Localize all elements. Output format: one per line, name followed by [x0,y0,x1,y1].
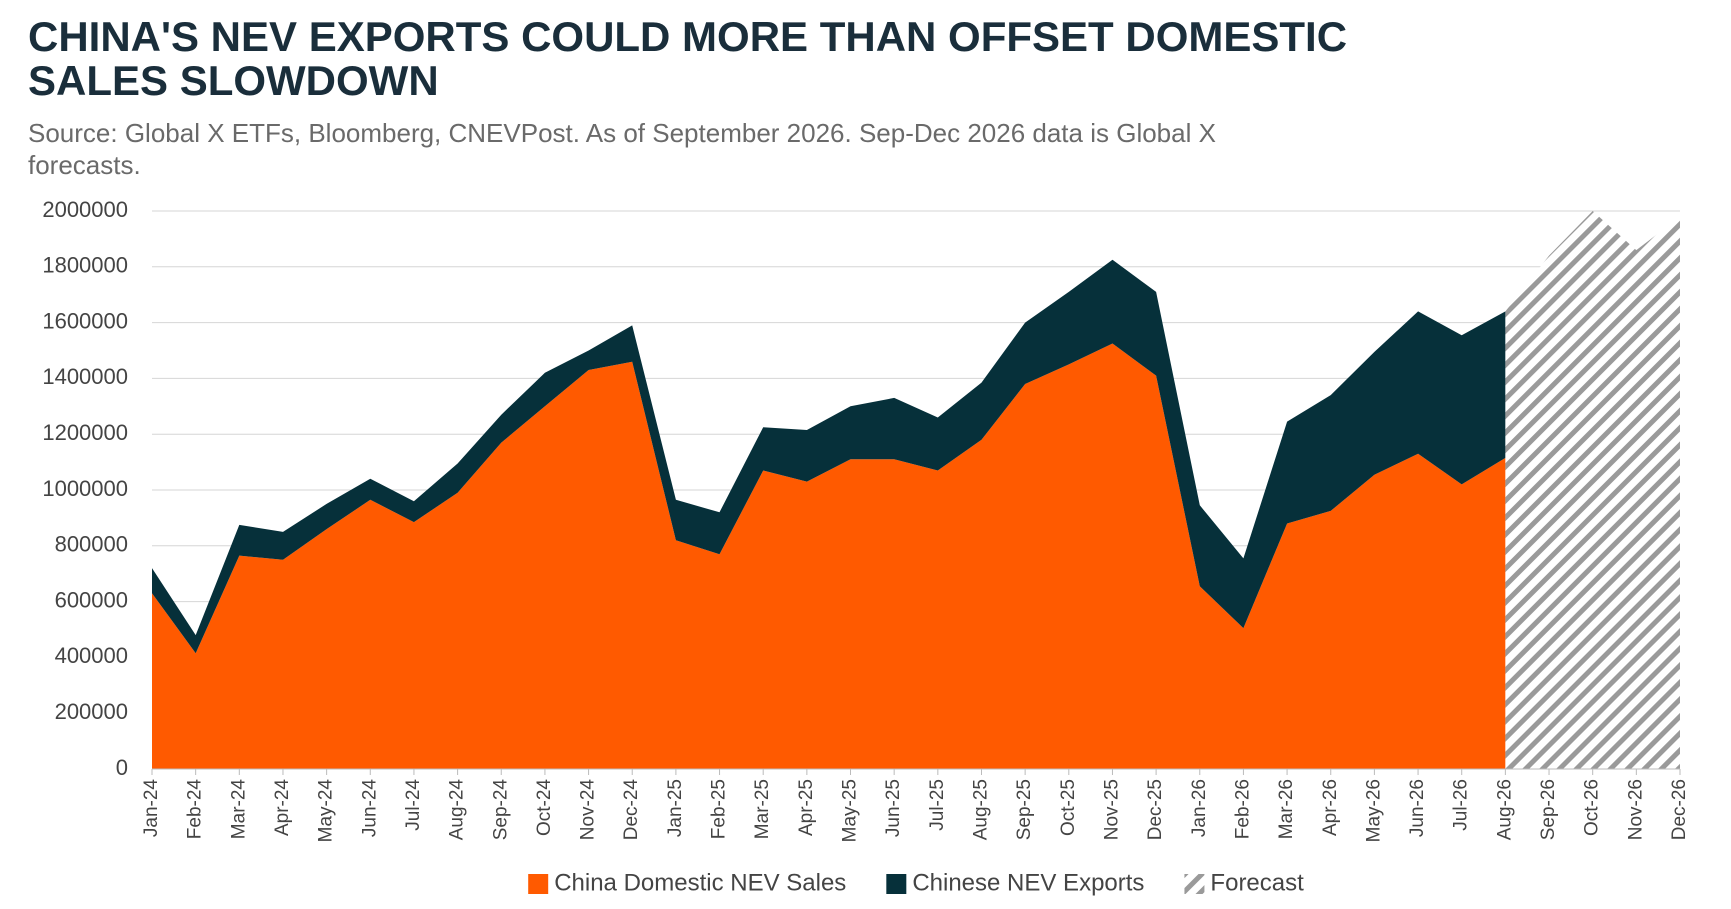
x-tick-label: Mar-25 [752,779,773,839]
x-tick-label: Jan-25 [665,779,686,837]
area [152,259,1506,654]
legend-swatch [1184,874,1205,894]
x-tick-label: Sep-26 [1538,779,1559,840]
x-tick-label: Jul-26 [1451,779,1472,831]
y-tick-label: 2000000 [42,197,128,222]
x-tick-label: Apr-26 [1320,779,1341,836]
y-tick-label: 600000 [55,587,128,612]
x-tick-label: Apr-25 [796,779,817,836]
x-tick-label: Jun-26 [1407,779,1428,837]
chart-subtitle: Source: Global X ETFs, Bloomberg, CNEVPo… [28,118,1216,180]
chart-title: CHINA'S NEV EXPORTS COULD MORE THAN OFFS… [28,13,1347,104]
y-tick-label: 200000 [55,699,128,724]
x-tick-label: Jul-24 [403,779,424,831]
x-tick-label: Nov-25 [1101,779,1122,840]
y-tick-label: 1800000 [42,253,128,278]
x-tick-label: Sep-25 [1014,779,1035,840]
x-tick-label: Feb-24 [185,779,206,840]
y-tick-label: 1600000 [42,308,128,333]
y-tick-label: 1000000 [42,476,128,501]
x-tick-label: Nov-24 [578,779,599,841]
legend-label: Chinese NEV Exports [912,869,1144,896]
legend-swatch [886,874,907,894]
x-tick-label: Nov-26 [1625,779,1646,840]
x-tick-label: Oct-25 [1058,779,1079,836]
y-tick-label: 1400000 [42,364,128,389]
x-tick-label: May-26 [1363,779,1384,842]
y-tick-label: 0 [116,755,128,780]
x-tick-label: Jan-26 [1189,779,1210,837]
y-tick-label: 400000 [55,643,128,668]
x-tick-label: Jul-25 [927,779,948,831]
x-tick-label: Dec-26 [1669,779,1690,840]
legend: China Domestic NEV Sales Chinese NEV Expo… [528,869,1304,896]
legend-swatch [528,874,549,894]
y-tick-label: 800000 [55,532,128,557]
x-tick-label: Dec-25 [1145,779,1166,840]
x-tick-label: Aug-24 [447,779,468,841]
y-tick-label: 1200000 [42,420,128,445]
legend-label: China Domestic NEV Sales [554,869,846,896]
x-tick-label: Oct-26 [1582,779,1603,836]
x-tick-label: Jun-24 [359,779,380,838]
x-tick-label: May-24 [316,779,337,843]
legend-label: Forecast [1210,869,1304,896]
x-tick-label: Oct-24 [534,779,555,836]
x-tick-label: Aug-26 [1494,779,1515,840]
x-tick-label: Aug-25 [971,779,992,840]
x-tick-label: Mar-24 [228,779,249,840]
x-tick-label: Feb-25 [709,779,730,839]
area [152,343,1506,769]
area [1505,211,1680,769]
x-tick-label: Jun-25 [883,779,904,837]
x-tick-label: Feb-26 [1232,779,1253,839]
x-tick-label: Jan-24 [141,779,162,838]
x-tick-label: Dec-24 [621,779,642,841]
x-tick-label: May-25 [840,779,861,842]
x-tick-label: Sep-24 [490,779,511,841]
x-tick-label: Apr-24 [272,779,293,836]
x-tick-label: Mar-26 [1276,779,1297,839]
